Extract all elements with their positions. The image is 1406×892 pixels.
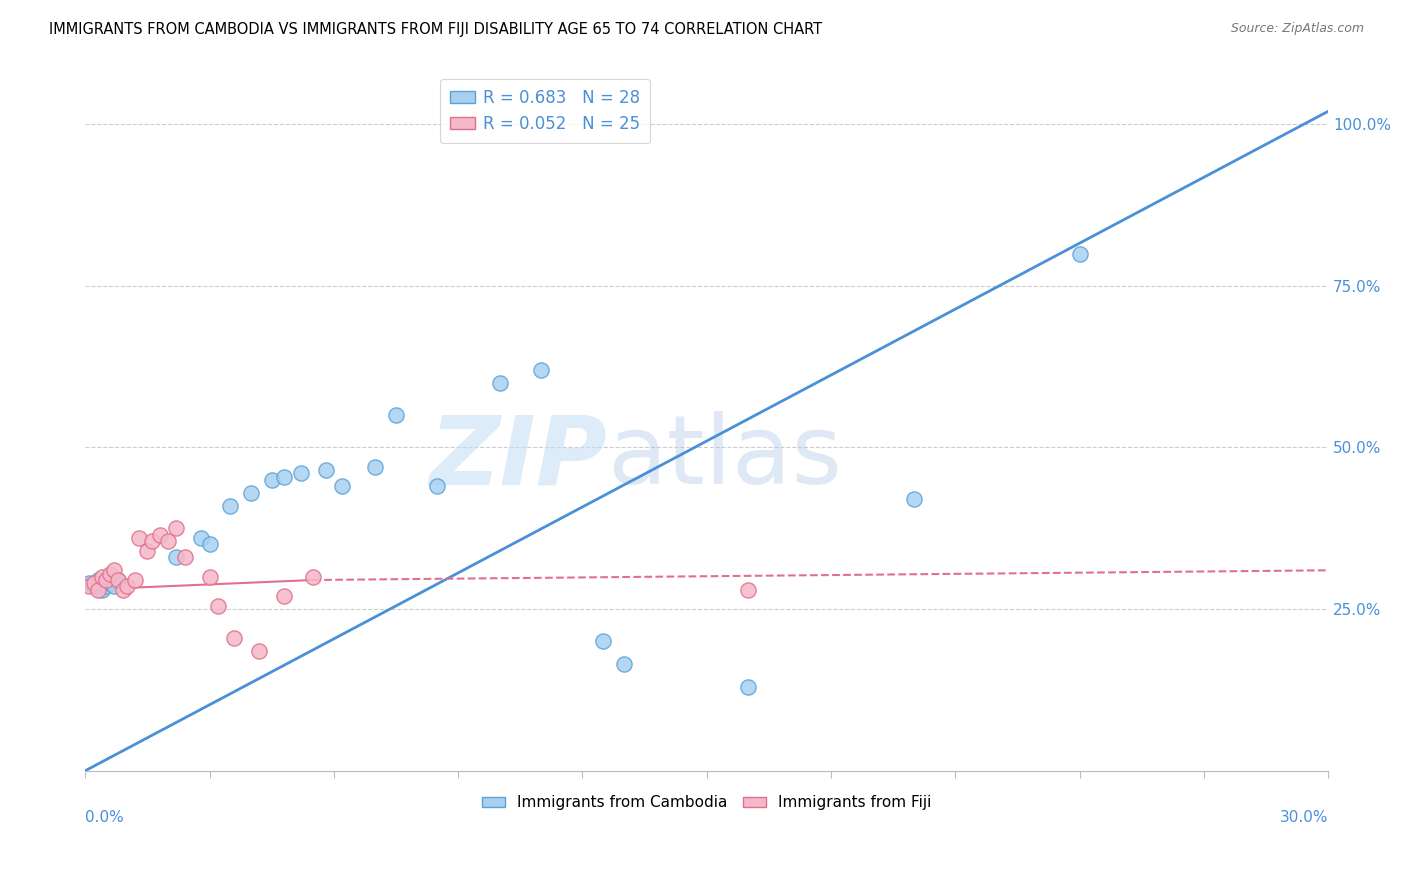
Point bbox=[90, 582, 112, 597]
Point bbox=[165, 550, 187, 565]
Point bbox=[219, 499, 242, 513]
Text: atlas: atlas bbox=[607, 411, 842, 504]
Point bbox=[613, 657, 636, 671]
Point bbox=[224, 631, 246, 645]
Point bbox=[198, 537, 221, 551]
Point bbox=[330, 479, 353, 493]
Point bbox=[98, 566, 121, 581]
Point bbox=[737, 582, 759, 597]
Point bbox=[103, 579, 125, 593]
Point bbox=[198, 570, 221, 584]
Point bbox=[107, 573, 129, 587]
Point bbox=[273, 589, 295, 603]
Point bbox=[247, 644, 270, 658]
Text: 0.0%: 0.0% bbox=[86, 810, 124, 825]
Point bbox=[364, 459, 387, 474]
Point bbox=[149, 527, 172, 541]
Point bbox=[260, 473, 283, 487]
Point bbox=[165, 521, 187, 535]
Point bbox=[103, 563, 125, 577]
Point bbox=[115, 579, 138, 593]
Point bbox=[83, 576, 105, 591]
Point bbox=[107, 573, 129, 587]
Point bbox=[240, 485, 263, 500]
Text: ZIP: ZIP bbox=[429, 411, 607, 504]
Point bbox=[141, 534, 163, 549]
Point bbox=[903, 492, 925, 507]
Point bbox=[290, 467, 312, 481]
Text: IMMIGRANTS FROM CAMBODIA VS IMMIGRANTS FROM FIJI DISABILITY AGE 65 TO 74 CORRELA: IMMIGRANTS FROM CAMBODIA VS IMMIGRANTS F… bbox=[49, 22, 823, 37]
Point bbox=[136, 544, 159, 558]
Point bbox=[90, 570, 112, 584]
Point bbox=[426, 479, 449, 493]
Point bbox=[302, 570, 325, 584]
Point bbox=[315, 463, 337, 477]
Text: 30.0%: 30.0% bbox=[1279, 810, 1329, 825]
Legend: Immigrants from Cambodia, Immigrants from Fiji: Immigrants from Cambodia, Immigrants fro… bbox=[477, 789, 938, 816]
Point bbox=[592, 634, 614, 648]
Point bbox=[385, 408, 408, 422]
Point bbox=[273, 469, 295, 483]
Point bbox=[98, 576, 121, 591]
Point bbox=[87, 573, 110, 587]
Point bbox=[79, 576, 101, 591]
Point bbox=[87, 582, 110, 597]
Point bbox=[190, 531, 212, 545]
Text: Source: ZipAtlas.com: Source: ZipAtlas.com bbox=[1230, 22, 1364, 36]
Point bbox=[94, 573, 117, 587]
Point bbox=[488, 376, 510, 390]
Point bbox=[1069, 246, 1091, 260]
Point bbox=[207, 599, 229, 613]
Point bbox=[128, 531, 150, 545]
Point bbox=[124, 573, 146, 587]
Point bbox=[737, 680, 759, 694]
Point bbox=[79, 579, 101, 593]
Point bbox=[111, 582, 134, 597]
Point bbox=[94, 579, 117, 593]
Point bbox=[83, 579, 105, 593]
Point bbox=[173, 550, 195, 565]
Point bbox=[157, 534, 180, 549]
Point bbox=[530, 363, 553, 377]
